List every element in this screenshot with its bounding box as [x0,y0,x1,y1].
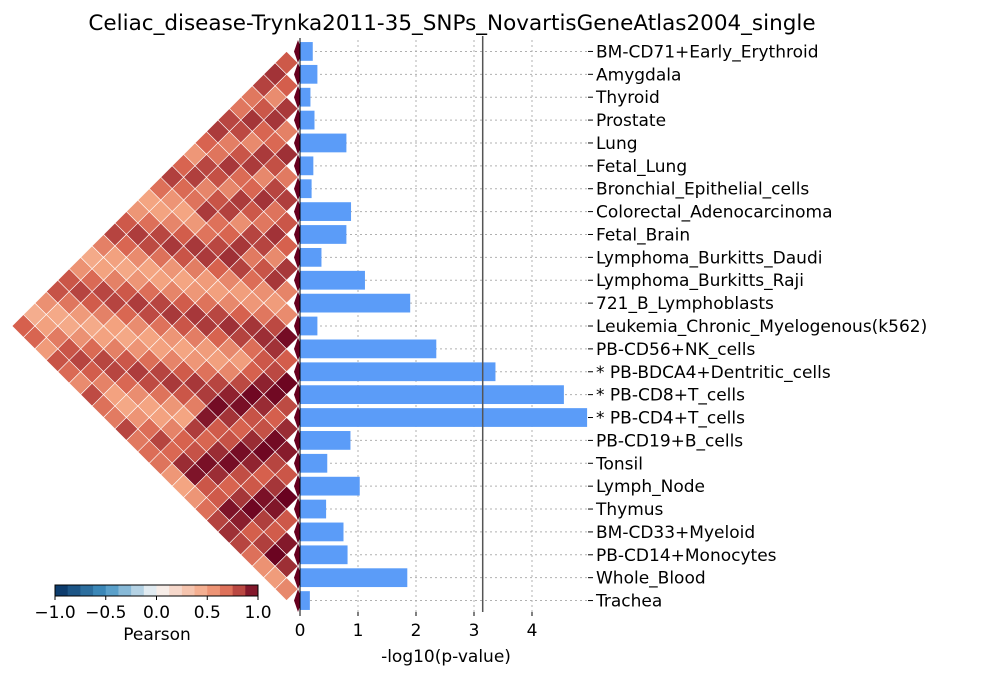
colorbar-segment [245,585,259,596]
heatmap-cell [274,577,299,601]
colorbar-segment [143,585,157,596]
bar [300,225,347,244]
bar [300,339,437,359]
heatmap-diagonal-cell [294,589,302,612]
colorbar-segment [181,585,196,596]
heatmap-diagonal-cell [294,520,302,544]
colorbar-segment [80,585,94,596]
bar [300,42,313,61]
category-label: 721_B_Lymphoblasts [596,294,774,314]
category-label: Amygdala [596,65,681,85]
bar [300,64,318,84]
category-label: * PB-CD8+T_cells [596,386,745,406]
colorbar-segment [169,585,183,596]
category-label: PB-CD56+NK_cells [596,340,756,360]
colorbar-segment [232,585,246,596]
category-label: Prostate [596,111,666,131]
bar [300,293,411,313]
colorbar-segment [118,585,132,596]
category-label: Whole_Blood [596,569,706,589]
bar [300,316,318,336]
heatmap-diagonal-cell [294,566,302,590]
category-label: Fetal_Lung [596,157,687,177]
bar [300,385,564,405]
colorbar: −1.0 −0.5 0.0 0.5 1.0 [34,584,272,623]
heatmap-diagonal-cell [294,543,302,567]
category-label: Thymus [595,500,664,520]
colorbar-tick-label: −0.5 [85,603,126,623]
category-label: Tonsil [595,454,643,474]
colorbar-segment [131,585,145,596]
bar [300,156,314,176]
x-axis-label: -log10(p-value) [381,647,511,667]
bars [299,36,588,612]
category-label: PB-CD19+B_cells [596,431,743,451]
category-label: Lymph_Node [596,477,705,497]
category-label: Fetal_Brain [596,225,690,245]
colorbar-segment [156,585,170,596]
bar [300,591,310,610]
category-label: Lung [596,134,638,154]
bar [300,202,352,221]
x-tick-label: 2 [411,621,422,641]
bar [300,110,315,130]
colorbar-segment [194,585,208,596]
x-tick-label: 0 [295,621,306,641]
colorbar-tick-label: 0.5 [194,603,221,623]
category-label: Bronchial_Epithelial_cells [596,180,809,200]
category-label: BM-CD33+Myeloid [596,523,755,543]
bar [300,476,360,496]
colorbar-segment [55,585,69,596]
colorbar-tick-label: −1.0 [34,603,75,623]
colorbar-segment [67,585,81,596]
colorbar-segment [93,585,107,596]
bar [300,499,327,519]
x-tick-label: 3 [469,621,480,641]
colorbar-segment [219,585,234,596]
category-label: PB-CD14+Monocytes [596,546,777,566]
bar [300,568,408,588]
grid-lines [300,40,588,612]
bar [300,408,588,427]
x-tick-label: 4 [527,621,538,641]
category-label: Colorectal_Adenocarcinoma [596,203,832,223]
x-tick-label: 1 [353,621,364,641]
colorbar-segment [105,585,119,596]
bar [300,87,311,107]
colorbar-tick-label: 0.0 [143,603,170,623]
bar [300,362,496,382]
category-labels: BM-CD71+Early_Erythroid Amygdala Thyroid Pr… [588,42,927,612]
correlation-heatmap [11,40,302,612]
bar [300,453,328,473]
colorbar-segment [207,585,221,596]
chart-title: Celiac_disease-Trynka2011-35_SNPs_Novart… [88,11,815,36]
category-label: BM-CD71+Early_Erythroid [596,42,819,62]
bar [300,179,312,199]
category-label: * PB-BDCA4+Dentritic_cells [596,363,831,383]
bar [300,133,347,153]
bar [300,545,348,565]
category-label: Leukemia_Chronic_Myelogenous(k562) [596,317,927,337]
colorbar-label: Pearson [123,625,191,645]
x-axis: 0 1 2 3 4 [295,612,538,641]
category-label: * PB-CD4+T_cells [596,409,745,429]
category-label: Trachea [595,592,662,612]
category-label: Lymphoma_Burkitts_Raji [596,271,804,291]
category-label: Lymphoma_Burkitts_Daudi [596,248,822,268]
bar [300,522,344,542]
category-label: Thyroid [595,88,660,108]
bar [300,270,365,290]
colorbar-tick-label: 1.0 [244,603,271,623]
bar [300,247,322,267]
bar [300,431,351,450]
